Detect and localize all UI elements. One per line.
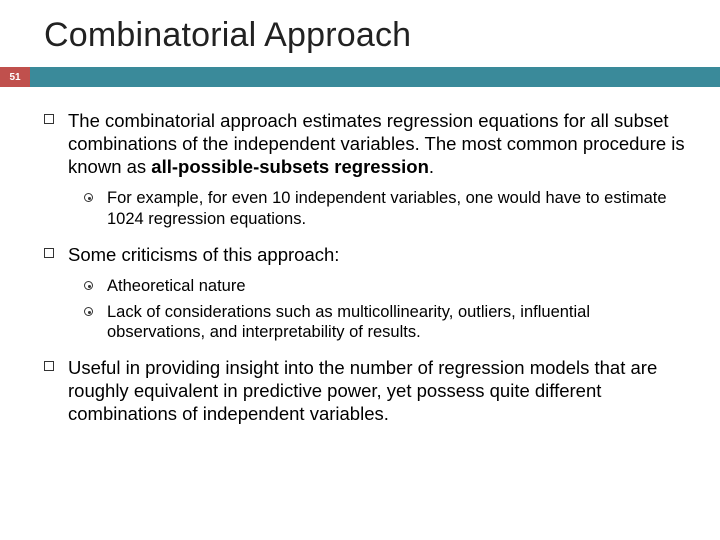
target-bullet-icon: [84, 307, 93, 316]
bullet-text: Some criticisms of this approach:: [68, 243, 339, 266]
target-bullet-icon: [84, 193, 93, 202]
page-number-badge: 51: [0, 67, 30, 87]
text-bold: all-possible-subsets regression: [151, 156, 429, 177]
bullet-lvl1: The combinatorial approach estimates reg…: [44, 109, 692, 178]
bullet-text: For example, for even 10 independent var…: [107, 188, 692, 228]
bullet-lvl1: Useful in providing insight into the num…: [44, 356, 692, 425]
bullet-lvl2: Lack of considerations such as multicoll…: [84, 302, 692, 342]
header-ribbon: [30, 67, 720, 87]
bullet-text: The combinatorial approach estimates reg…: [68, 109, 692, 178]
content-area: The combinatorial approach estimates reg…: [0, 87, 720, 426]
square-bullet-icon: [44, 248, 54, 258]
target-bullet-icon: [84, 281, 93, 290]
slide-title: Combinatorial Approach: [0, 0, 720, 67]
square-bullet-icon: [44, 361, 54, 371]
square-bullet-icon: [44, 114, 54, 124]
bullet-text: Useful in providing insight into the num…: [68, 356, 692, 425]
bullet-text: Lack of considerations such as multicoll…: [107, 302, 692, 342]
header-bar: 51: [0, 67, 720, 87]
slide: Combinatorial Approach 51 The combinator…: [0, 0, 720, 540]
bullet-text: Atheoretical nature: [107, 276, 246, 296]
bullet-lvl2: For example, for even 10 independent var…: [84, 188, 692, 228]
bullet-lvl2: Atheoretical nature: [84, 276, 692, 296]
text-part: .: [429, 156, 434, 177]
bullet-lvl1: Some criticisms of this approach:: [44, 243, 692, 266]
